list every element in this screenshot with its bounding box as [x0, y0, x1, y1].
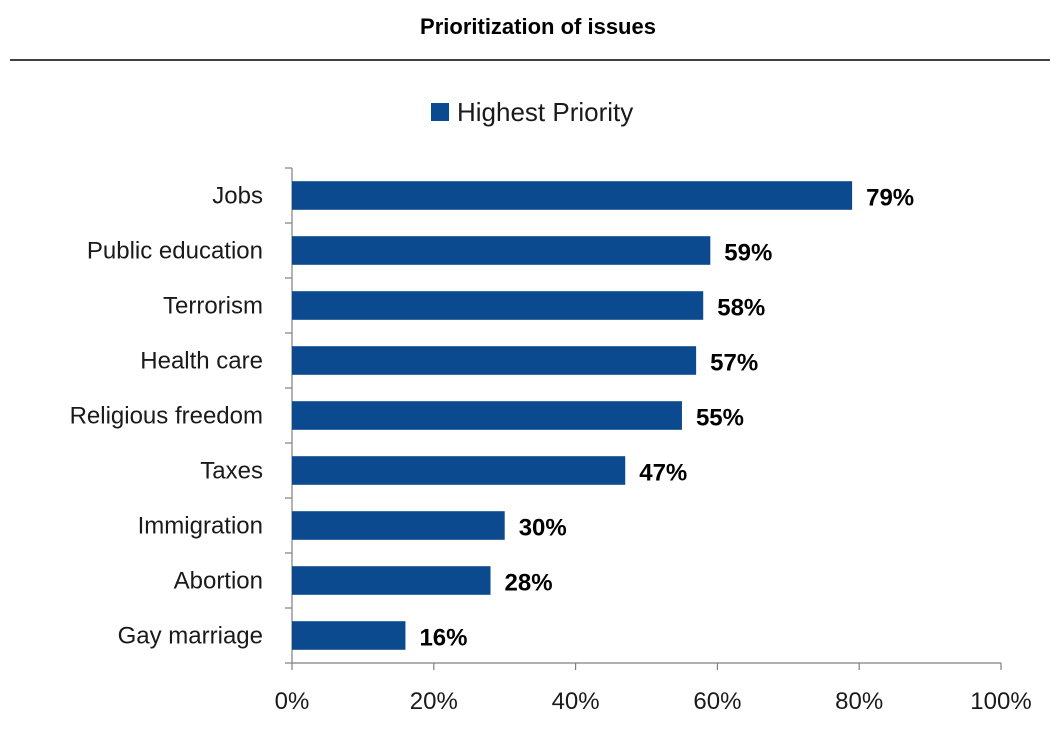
bar	[292, 346, 697, 375]
legend: Highest Priority	[431, 97, 633, 127]
category-label: Public education	[87, 238, 263, 265]
x-tick-label: 0%	[275, 688, 310, 715]
category-label: Abortion	[174, 568, 263, 595]
data-label: 59%	[724, 240, 772, 267]
bar	[292, 456, 626, 485]
category-label: Immigration	[138, 513, 263, 540]
bar	[292, 566, 491, 595]
bar	[292, 181, 853, 210]
x-tick-label: 100%	[970, 688, 1031, 715]
data-label: 30%	[519, 515, 567, 542]
bar	[292, 621, 406, 650]
x-tick-label: 20%	[410, 688, 458, 715]
category-label: Gay marriage	[118, 623, 263, 650]
category-label: Health care	[140, 348, 263, 375]
chart-title: Prioritization of issues	[420, 14, 656, 39]
category-label: Taxes	[200, 458, 263, 485]
data-label: 57%	[710, 350, 758, 377]
bar	[292, 401, 682, 430]
legend-swatch	[431, 103, 449, 121]
x-tick-label: 40%	[552, 688, 600, 715]
data-label: 58%	[717, 295, 765, 322]
data-label: 79%	[866, 185, 914, 212]
data-label: 47%	[639, 460, 687, 487]
bar	[292, 236, 711, 265]
plot-area: 0% 20% 40% 60% 80% 100% Jobs 79% Public educatio…	[70, 167, 1032, 715]
category-label: Terrorism	[163, 293, 263, 320]
category-label: Religious freedom	[70, 403, 263, 430]
category-label: Jobs	[212, 183, 263, 210]
bar	[292, 511, 505, 540]
x-tick-label: 80%	[835, 688, 883, 715]
data-label: 28%	[505, 570, 553, 597]
bar	[292, 291, 704, 320]
x-tick-label: 60%	[693, 688, 741, 715]
legend-label: Highest Priority	[457, 97, 633, 127]
data-label: 55%	[696, 405, 744, 432]
data-label: 16%	[419, 625, 467, 652]
